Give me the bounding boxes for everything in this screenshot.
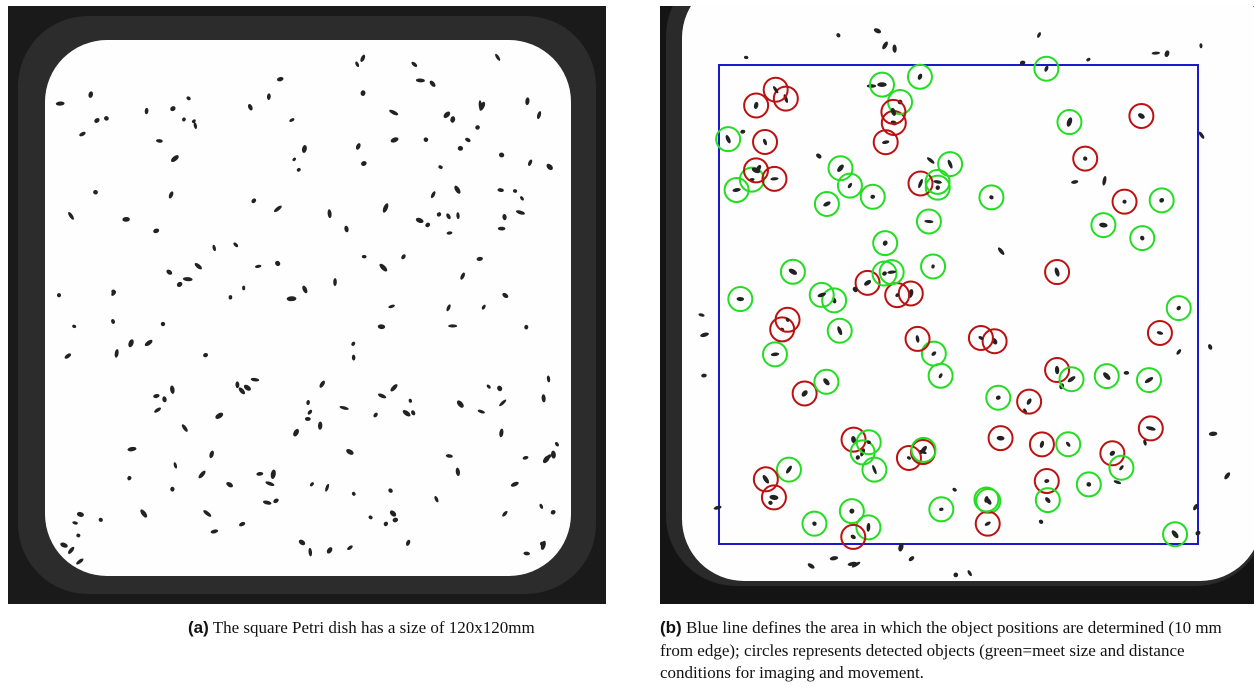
panel-label: (a) (188, 618, 209, 637)
dish-interior (45, 40, 571, 576)
insect (867, 84, 877, 88)
caption-a: (a) The square Petri dish has a size of … (188, 617, 608, 640)
panel-label: (b) (660, 618, 682, 637)
caption-b: (b) Blue line defines the area in which … (660, 617, 1252, 685)
petri-dish-photo (8, 6, 606, 604)
insect (877, 82, 886, 87)
detection-photo (660, 6, 1254, 604)
insect (448, 324, 457, 327)
caption-text: The square Petri dish has a size of 120x… (213, 618, 535, 637)
page: (a) The square Petri dish has a size of … (0, 0, 1255, 688)
insect (242, 286, 245, 291)
dish-interior (682, 6, 1254, 581)
caption-text: Blue line defines the area in which the … (660, 618, 1222, 682)
